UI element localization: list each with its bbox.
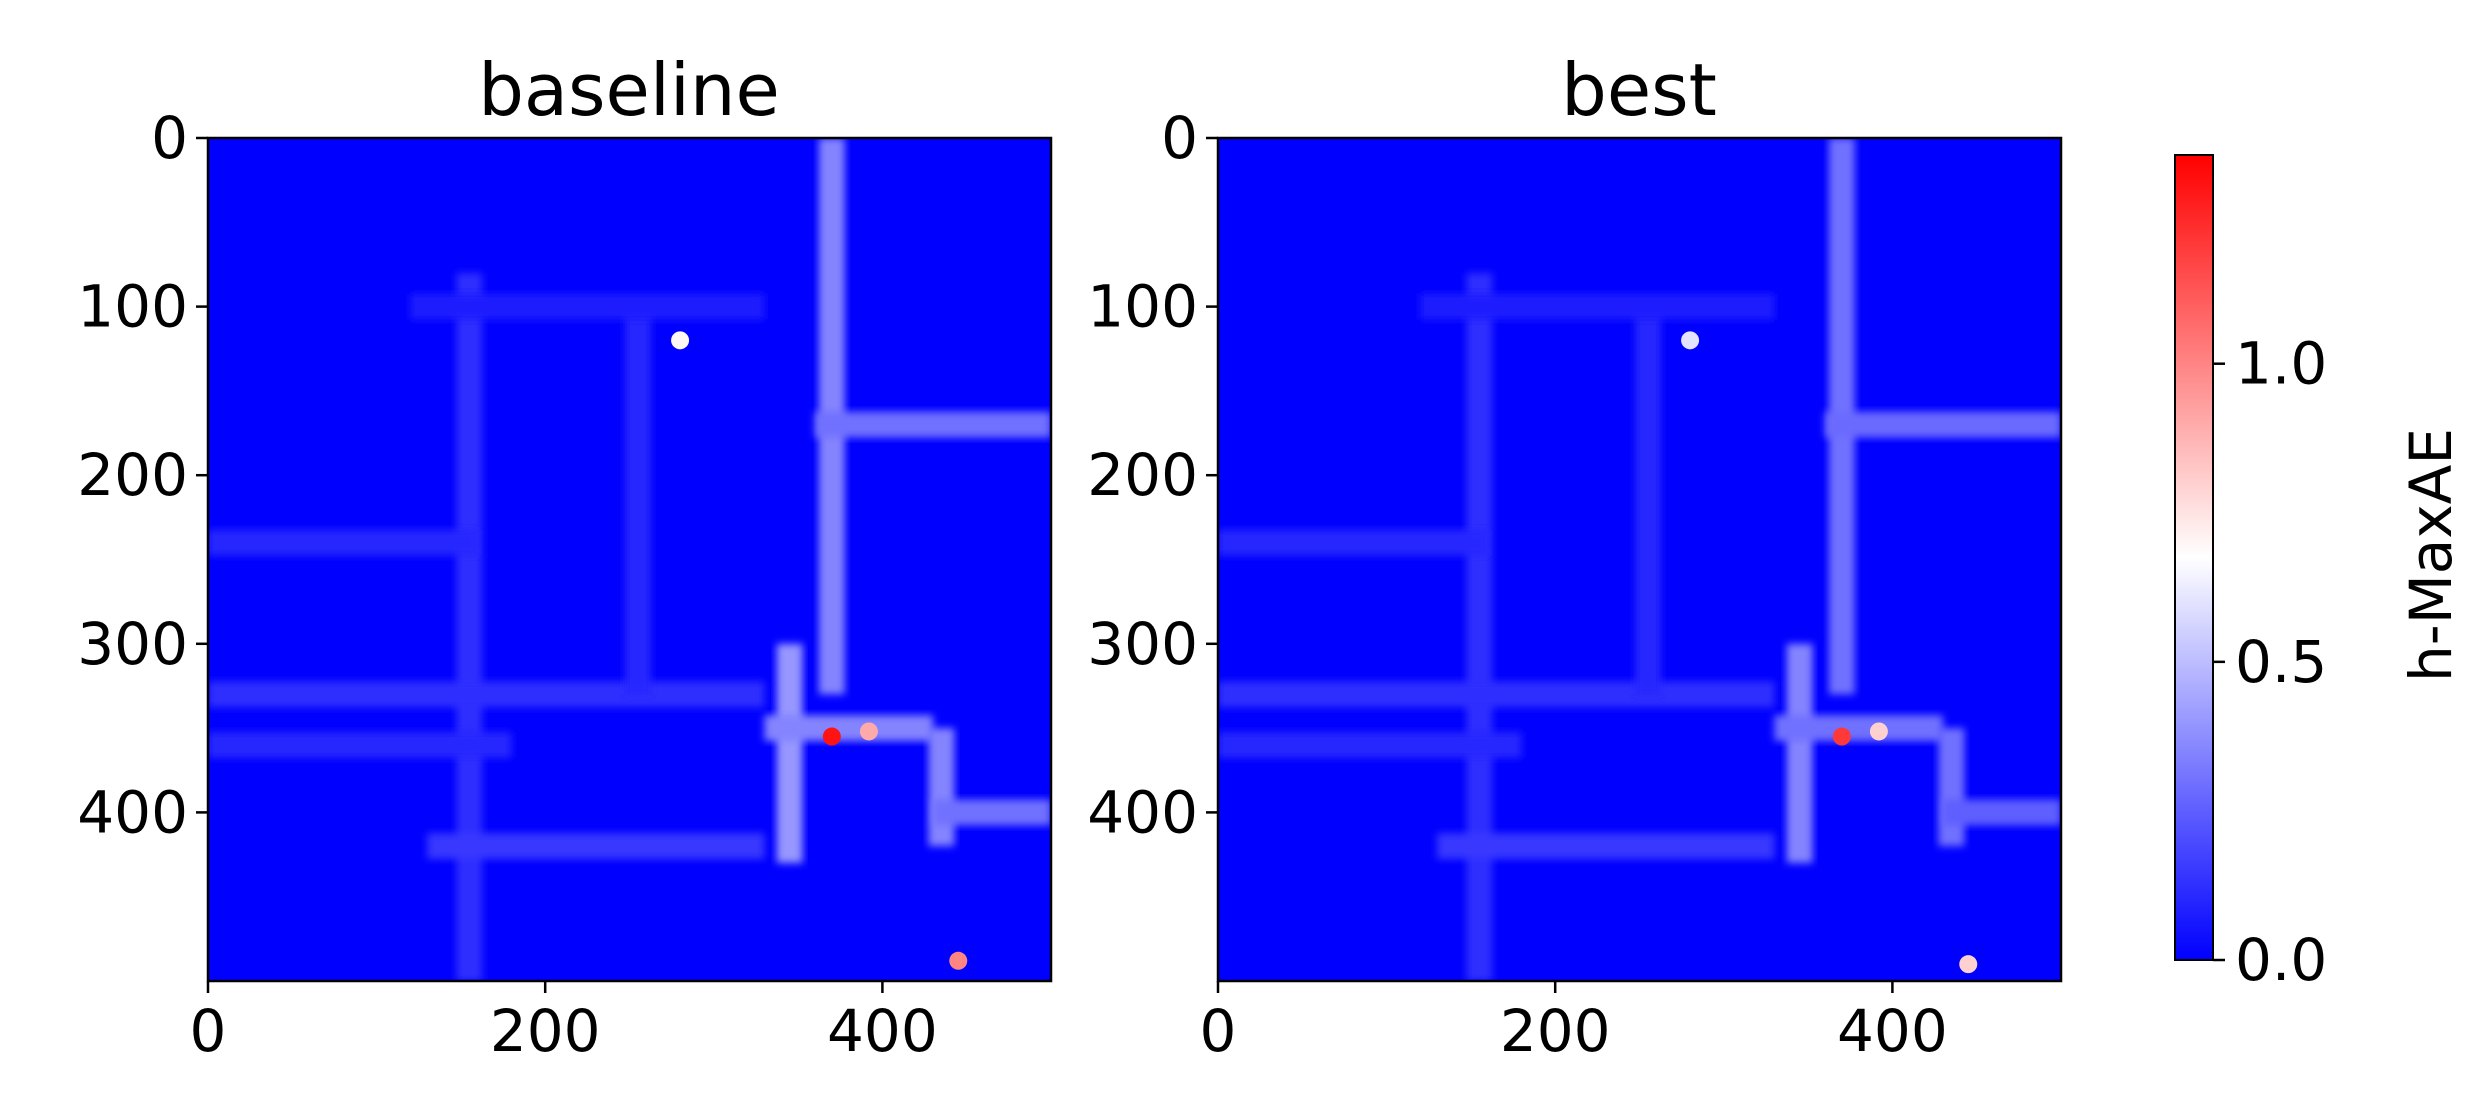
heatmap-channel <box>624 306 651 695</box>
heatmap-channel <box>456 272 483 981</box>
y-tick-label: 300 <box>77 610 188 678</box>
x-tick-label: 200 <box>1500 997 1611 1065</box>
x-axis: 0 200 400 <box>1200 981 1948 1065</box>
heatmap-channel <box>1218 731 1522 758</box>
heatmap-hotspot <box>1681 331 1700 350</box>
plot-frame <box>1216 136 2063 983</box>
colorbar-ticks: 0.0 0.5 1.0 <box>2213 330 2327 994</box>
heatmap-hotspot <box>1959 955 1978 974</box>
y-axis: 0 100 200 300 400 <box>1087 104 1218 846</box>
x-tick-label: 200 <box>490 997 601 1065</box>
y-tick-label: 400 <box>77 778 188 846</box>
colorbar: 0.0 0.5 1.0 h-MaxAE <box>2174 154 2465 994</box>
y-tick-label: 100 <box>1087 273 1198 341</box>
heatmap-channel <box>427 833 765 860</box>
heatmap-channel <box>776 643 803 863</box>
panel-title: baseline <box>478 48 780 132</box>
heatmap-channel <box>932 799 1051 826</box>
heatmap-channel <box>814 411 1051 438</box>
plot-frame <box>206 136 1053 983</box>
heatmap-hotspot <box>949 951 968 970</box>
heatmap-area <box>1218 138 2061 981</box>
y-tick-label: 300 <box>1087 610 1198 678</box>
y-tick-label: 200 <box>1087 441 1198 509</box>
colorbar-tick-label: 0.5 <box>2235 628 2327 696</box>
heatmap-channel <box>1437 833 1775 860</box>
heatmap-channel <box>1774 715 1943 742</box>
heatmap-channel <box>1420 293 1775 320</box>
panel-baseline: baseline 0 200 400 0 100 200 300 400 <box>77 48 1053 1065</box>
x-tick-label: 0 <box>190 997 227 1065</box>
heatmap-hotspot <box>1869 722 1888 741</box>
heatmap-hotspot <box>859 722 878 741</box>
heatmap-hotspot <box>822 727 841 746</box>
heatmap-channel <box>1938 728 1965 847</box>
panel-best: best 0 200 400 0 100 200 300 400 <box>1087 48 2063 1065</box>
colorbar-tick-label: 1.0 <box>2235 330 2327 398</box>
heatmap-channel <box>1634 306 1661 695</box>
heatmap-channel <box>410 293 765 320</box>
x-axis: 0 200 400 <box>190 981 938 1065</box>
heatmap-channel <box>208 529 478 556</box>
x-tick-label: 0 <box>1200 997 1237 1065</box>
heatmap-hotspot <box>671 331 690 350</box>
x-tick-label: 400 <box>827 997 938 1065</box>
y-tick-label: 100 <box>77 273 188 341</box>
y-tick-label: 0 <box>151 104 188 172</box>
heatmap-channel <box>208 731 512 758</box>
panel-title: best <box>1561 48 1717 132</box>
heatmap-channel <box>1824 411 2061 438</box>
colorbar-label: h-MaxAE <box>2397 428 2465 682</box>
colorbar-gradient <box>2174 154 2214 961</box>
heatmap-channel <box>208 681 765 708</box>
heatmap-hotspot <box>1832 727 1851 746</box>
heatmap-area <box>208 138 1051 981</box>
heatmap-channel <box>1786 643 1813 863</box>
y-tick-label: 200 <box>77 441 188 509</box>
heatmap-channel <box>1942 799 2061 826</box>
heatmap-channel <box>1218 681 1775 708</box>
colorbar-tick-label: 0.0 <box>2235 926 2327 994</box>
heatmap-channel <box>1218 529 1488 556</box>
y-tick-label: 0 <box>1161 104 1198 172</box>
y-axis: 0 100 200 300 400 <box>77 104 208 846</box>
y-tick-label: 400 <box>1087 778 1198 846</box>
heatmap-channel <box>1466 272 1493 981</box>
x-tick-label: 400 <box>1837 997 1948 1065</box>
heatmap-channel <box>928 728 955 847</box>
heatmap-channel <box>764 715 933 742</box>
